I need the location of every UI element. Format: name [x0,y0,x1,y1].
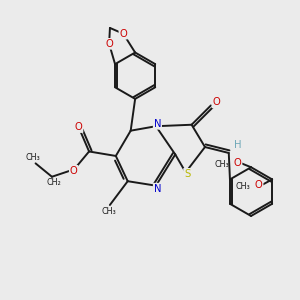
Text: O: O [255,180,263,190]
Text: O: O [75,122,83,132]
Text: O: O [70,166,77,176]
Text: CH₃: CH₃ [25,153,40,162]
Text: CH₃: CH₃ [215,160,230,169]
Text: N: N [154,119,161,129]
Text: O: O [105,39,113,49]
Text: H: H [234,140,242,150]
Text: CH₃: CH₃ [236,182,251,191]
Text: CH₃: CH₃ [101,207,116,216]
Text: S: S [184,169,190,179]
Text: CH₂: CH₂ [46,178,61,187]
Text: O: O [119,29,127,39]
Text: N: N [154,184,161,194]
Text: O: O [234,158,242,168]
Text: O: O [212,98,220,107]
